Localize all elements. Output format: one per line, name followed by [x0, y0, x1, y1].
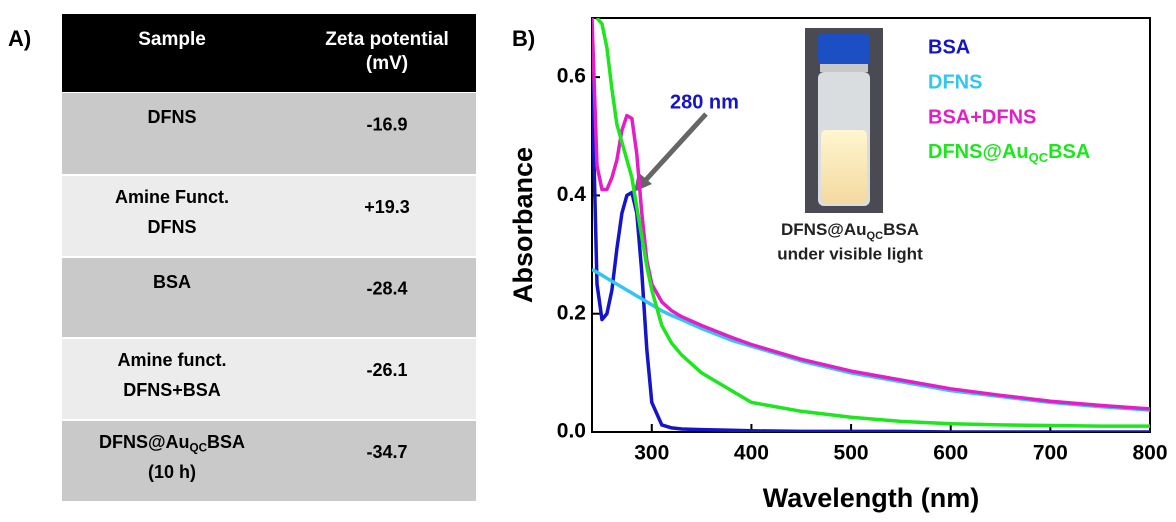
table-row: [62, 258, 476, 337]
table-cell: -34.7: [366, 442, 407, 462]
y-tick-label: 0.0: [557, 420, 586, 443]
table-row: [62, 421, 476, 501]
table-cell: Amine Funct.: [115, 187, 229, 207]
table-row: [62, 93, 476, 174]
x-axis-label: Wavelength (nm): [763, 483, 980, 513]
annotation: 280 nm: [670, 91, 739, 113]
table-cell: BSA: [153, 272, 191, 292]
x-tick-label: 400: [734, 442, 769, 465]
inset-caption: DFNS@AuQCBSA: [781, 220, 919, 242]
legend-entry: DFNS: [928, 71, 982, 93]
text-part: DFNS@Au: [99, 432, 190, 452]
x-tick-label: 700: [1033, 442, 1068, 465]
series-line: [592, 18, 1150, 411]
x-tick-label: 800: [1132, 442, 1167, 465]
panel-label: A): [8, 26, 31, 51]
text-part: QC: [867, 230, 884, 242]
x-tick-label: 500: [834, 442, 869, 465]
table-cell: DFNS@AuQCBSA: [99, 432, 245, 455]
text-part: DFNS@Au: [928, 141, 1029, 163]
legend-entry: BSA: [928, 36, 970, 58]
table-cell: -26.1: [366, 360, 407, 380]
y-tick-label: 0.4: [557, 183, 587, 206]
text-part: BSA: [1048, 141, 1090, 163]
panel-label: B): [512, 26, 535, 51]
table-header: [62, 14, 476, 92]
table-cell: Amine funct.: [117, 350, 226, 370]
table-cell: DFNS+BSA: [123, 380, 221, 400]
legend-entry: BSA+DFNS: [928, 106, 1036, 128]
table-cell: DFNS: [148, 107, 197, 127]
text-part: QC: [1029, 150, 1049, 165]
table-cell: DFNS: [148, 217, 197, 237]
inset-caption: under visible light: [777, 244, 923, 263]
x-tick-label: 300: [634, 442, 669, 465]
series-line: [592, 77, 1150, 432]
series-line: [595, 18, 1150, 428]
y-tick-label: 0.2: [557, 301, 586, 324]
header-cell: (mV): [366, 53, 408, 74]
text-part: QC: [190, 441, 208, 454]
table-cell: +19.3: [364, 197, 410, 217]
table-row: [62, 339, 476, 419]
header-cell: Sample: [138, 29, 206, 50]
y-axis-label: Absorbance: [508, 147, 538, 303]
table-cell: (10 h): [148, 462, 196, 482]
x-tick-label: 600: [933, 442, 968, 465]
text-part: BSA: [883, 220, 919, 239]
y-tick-label: 0.6: [557, 65, 586, 88]
annotation-arrow: [641, 112, 708, 185]
header-cell: Zeta potential: [325, 29, 449, 50]
text-part: BSA: [207, 432, 245, 452]
table-row: [62, 176, 476, 256]
text-part: DFNS@Au: [781, 220, 867, 239]
table-cell: -16.9: [366, 114, 407, 134]
inset-photo: [805, 28, 883, 213]
table-cell: -28.4: [366, 278, 407, 298]
legend-entry: DFNS@AuQCBSA: [928, 141, 1090, 165]
